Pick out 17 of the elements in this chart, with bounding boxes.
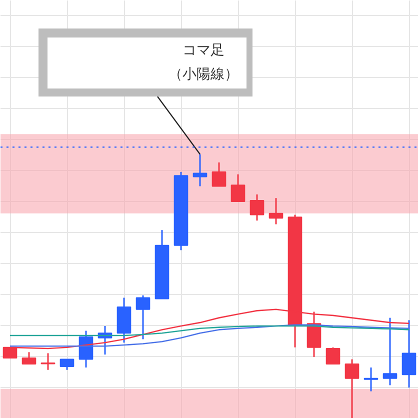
candlestick — [136, 294, 150, 340]
candlestick — [326, 346, 340, 365]
candlestick — [402, 319, 416, 388]
text: コマ足 — [182, 42, 224, 58]
candlestick — [78, 330, 94, 368]
candlestick — [230, 174, 246, 202]
text: （小陽線） — [168, 66, 238, 82]
candlestick — [364, 366, 378, 392]
candlestick — [192, 153, 208, 187]
candlestick — [344, 358, 360, 418]
candlestick — [268, 197, 284, 226]
candlestick — [40, 352, 56, 371]
candlestick — [250, 194, 264, 222]
candlestick — [22, 351, 36, 365]
candlestick — [212, 162, 226, 187]
candlestick — [60, 358, 74, 371]
candlestick — [382, 317, 398, 386]
